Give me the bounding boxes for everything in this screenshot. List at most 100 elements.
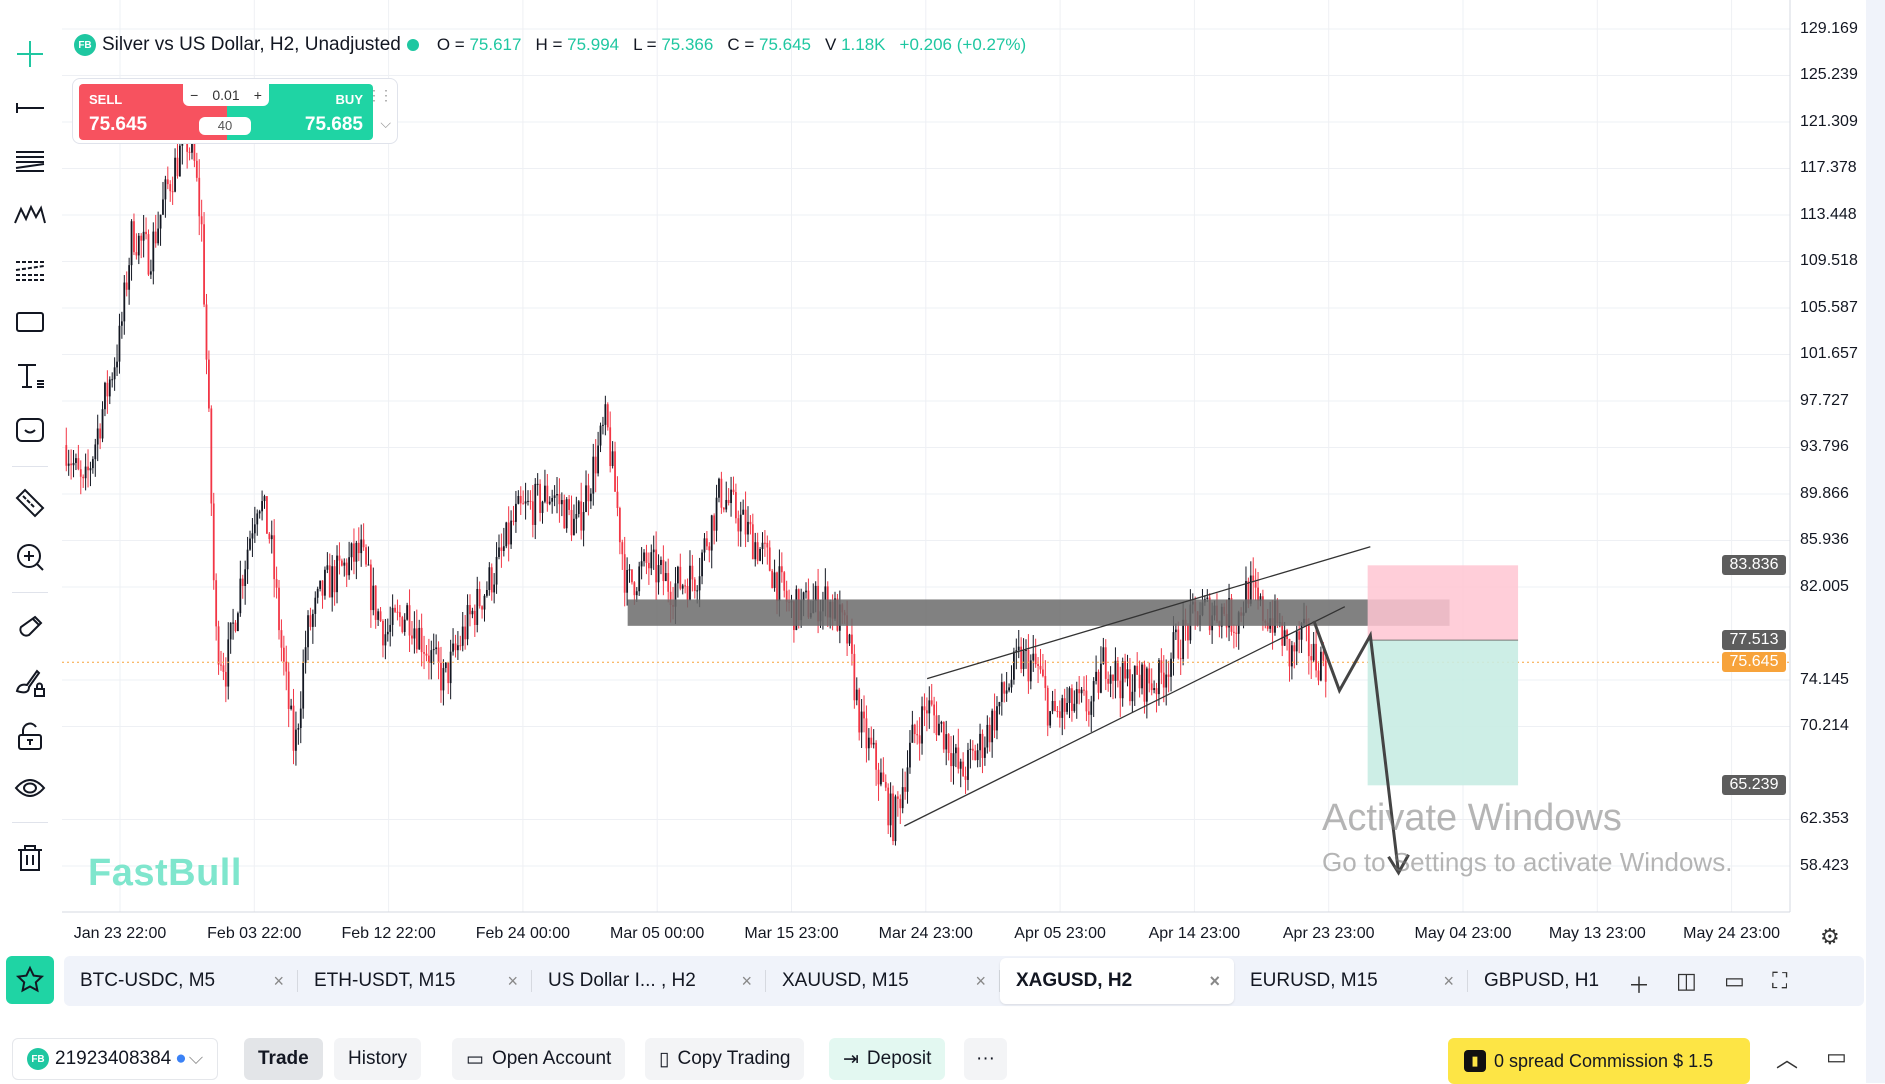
- candle-body: [754, 542, 757, 560]
- add-tab-icon[interactable]: ＋: [1628, 973, 1651, 998]
- pattern-icon[interactable]: [10, 194, 50, 234]
- lock-icon[interactable]: [10, 716, 50, 756]
- single-window-icon[interactable]: ▭: [1724, 968, 1745, 993]
- brush-lock-icon[interactable]: [10, 662, 50, 702]
- chart-settings-icon[interactable]: ⚙: [1820, 924, 1840, 949]
- candle-body: [693, 579, 696, 591]
- candle-body: [515, 503, 517, 522]
- tab-label: EURUSD, M15: [1250, 970, 1378, 991]
- history-tab[interactable]: History: [334, 1038, 422, 1080]
- chart-tab[interactable]: XAGUSD, H2 ×: [1000, 958, 1234, 1004]
- zoom-in-icon[interactable]: [10, 537, 50, 577]
- candle-body: [1068, 688, 1071, 703]
- close-tab-icon[interactable]: ×: [507, 970, 518, 991]
- eye-icon[interactable]: [10, 768, 50, 808]
- candle-body: [517, 495, 520, 504]
- fib-retracement-icon[interactable]: [10, 140, 50, 180]
- trade-tab[interactable]: Trade: [244, 1038, 323, 1080]
- close-tab-icon[interactable]: ×: [273, 970, 284, 991]
- price-chart[interactable]: [0, 0, 1866, 950]
- candle-body: [930, 700, 933, 705]
- candle-body: [1010, 679, 1013, 688]
- chevron-up-icon[interactable]: ︿: [1776, 1047, 1799, 1072]
- chart-tab[interactable]: GBPUSD, H1: [1468, 958, 1702, 1004]
- candle-body: [113, 367, 116, 380]
- lot-size-stepper[interactable]: − 0.01 +: [183, 84, 269, 106]
- account-number: 21923408384: [55, 1048, 172, 1069]
- sell-price: 75.645: [89, 114, 148, 135]
- deposit-button[interactable]: ⇥ Deposit: [829, 1038, 946, 1080]
- decrease-lot-button[interactable]: −: [190, 87, 199, 103]
- candle-body: [232, 622, 234, 624]
- candle-body: [469, 605, 471, 615]
- more-button[interactable]: ···: [964, 1038, 1007, 1080]
- candle-body: [362, 539, 365, 548]
- account-selector[interactable]: FB 21923408384 ● ⌵: [12, 1038, 219, 1080]
- candle-body: [459, 645, 462, 647]
- candle-body: [502, 546, 505, 551]
- candle-body: [705, 538, 708, 547]
- close-tab-icon[interactable]: ×: [1443, 970, 1454, 991]
- chart-tab[interactable]: ETH-USDT, M15 ×: [298, 958, 532, 1004]
- close-tab-icon[interactable]: ×: [975, 970, 986, 991]
- close-tab-icon[interactable]: ×: [741, 970, 752, 991]
- chart-tab[interactable]: BTC-USDC, M5 ×: [64, 958, 298, 1004]
- magnet-icon[interactable]: [10, 608, 50, 648]
- candle-body: [853, 653, 856, 701]
- candle-body: [761, 542, 764, 549]
- layout-icon[interactable]: ◫: [1676, 968, 1697, 993]
- candle-body: [355, 542, 358, 562]
- candle-body: [882, 772, 885, 782]
- chevron-down-icon[interactable]: ⌵: [380, 115, 391, 131]
- candle-body: [529, 500, 532, 502]
- drag-handle-icon[interactable]: ⋮⋮: [367, 87, 393, 103]
- candle-body: [602, 424, 604, 426]
- candle-body: [650, 552, 653, 569]
- trend-line-icon[interactable]: [10, 88, 50, 128]
- candle-body: [747, 521, 749, 535]
- candle-body: [278, 587, 280, 631]
- candle-body: [244, 569, 247, 586]
- ohlc-close: C = 75.645: [727, 35, 812, 54]
- fullscreen-icon[interactable]: ⛶: [1772, 968, 1788, 993]
- chart-tab[interactable]: EURUSD, M15 ×: [1234, 958, 1468, 1004]
- rectangle-icon[interactable]: [10, 302, 50, 342]
- price-tick-label: 105.587: [1800, 298, 1858, 316]
- increase-lot-button[interactable]: +: [253, 87, 262, 103]
- candle-body: [423, 652, 425, 654]
- candle-body: [212, 503, 215, 581]
- copy-trading-button[interactable]: ▯ Copy Trading: [645, 1038, 805, 1080]
- candle-body: [1080, 689, 1083, 694]
- candle-body: [1056, 711, 1059, 713]
- candle-body: [626, 570, 629, 593]
- candle-body: [164, 179, 167, 200]
- favorites-star-icon[interactable]: [6, 956, 54, 1004]
- candle-body: [727, 499, 730, 504]
- trash-icon[interactable]: [10, 838, 50, 878]
- close-tab-icon[interactable]: ×: [1209, 970, 1220, 991]
- candle-body: [1320, 651, 1322, 681]
- candle-body: [935, 715, 938, 736]
- promo-banner[interactable]: ▮ 0 spread Commission $ 1.5: [1448, 1038, 1750, 1084]
- candle-body: [251, 533, 254, 539]
- candle-body: [1029, 660, 1032, 682]
- candle-body: [1283, 630, 1286, 646]
- price-tick-label: 109.518: [1800, 252, 1858, 270]
- ruler-icon[interactable]: [10, 483, 50, 523]
- emoji-icon[interactable]: [10, 410, 50, 450]
- channel-icon[interactable]: [10, 248, 50, 288]
- candle-body: [413, 628, 416, 639]
- chart-tab[interactable]: US Dollar I... , H2 ×: [532, 958, 766, 1004]
- panel-toggle-icon[interactable]: ▭: [1826, 1044, 1847, 1069]
- candle-body: [892, 793, 894, 842]
- text-icon[interactable]: [10, 356, 50, 396]
- symbol-title[interactable]: Silver vs US Dollar, H2, Unadjusted: [102, 34, 401, 55]
- candle-body: [360, 539, 363, 554]
- open-account-button[interactable]: ▭ Open Account: [452, 1038, 626, 1080]
- candle-body: [570, 509, 573, 536]
- candle-body: [432, 648, 435, 651]
- candle-body: [938, 723, 940, 736]
- lot-size-value[interactable]: 0.01: [212, 87, 240, 103]
- crosshair-icon[interactable]: [10, 34, 50, 74]
- chart-tab[interactable]: XAUUSD, M15 ×: [766, 958, 1000, 1004]
